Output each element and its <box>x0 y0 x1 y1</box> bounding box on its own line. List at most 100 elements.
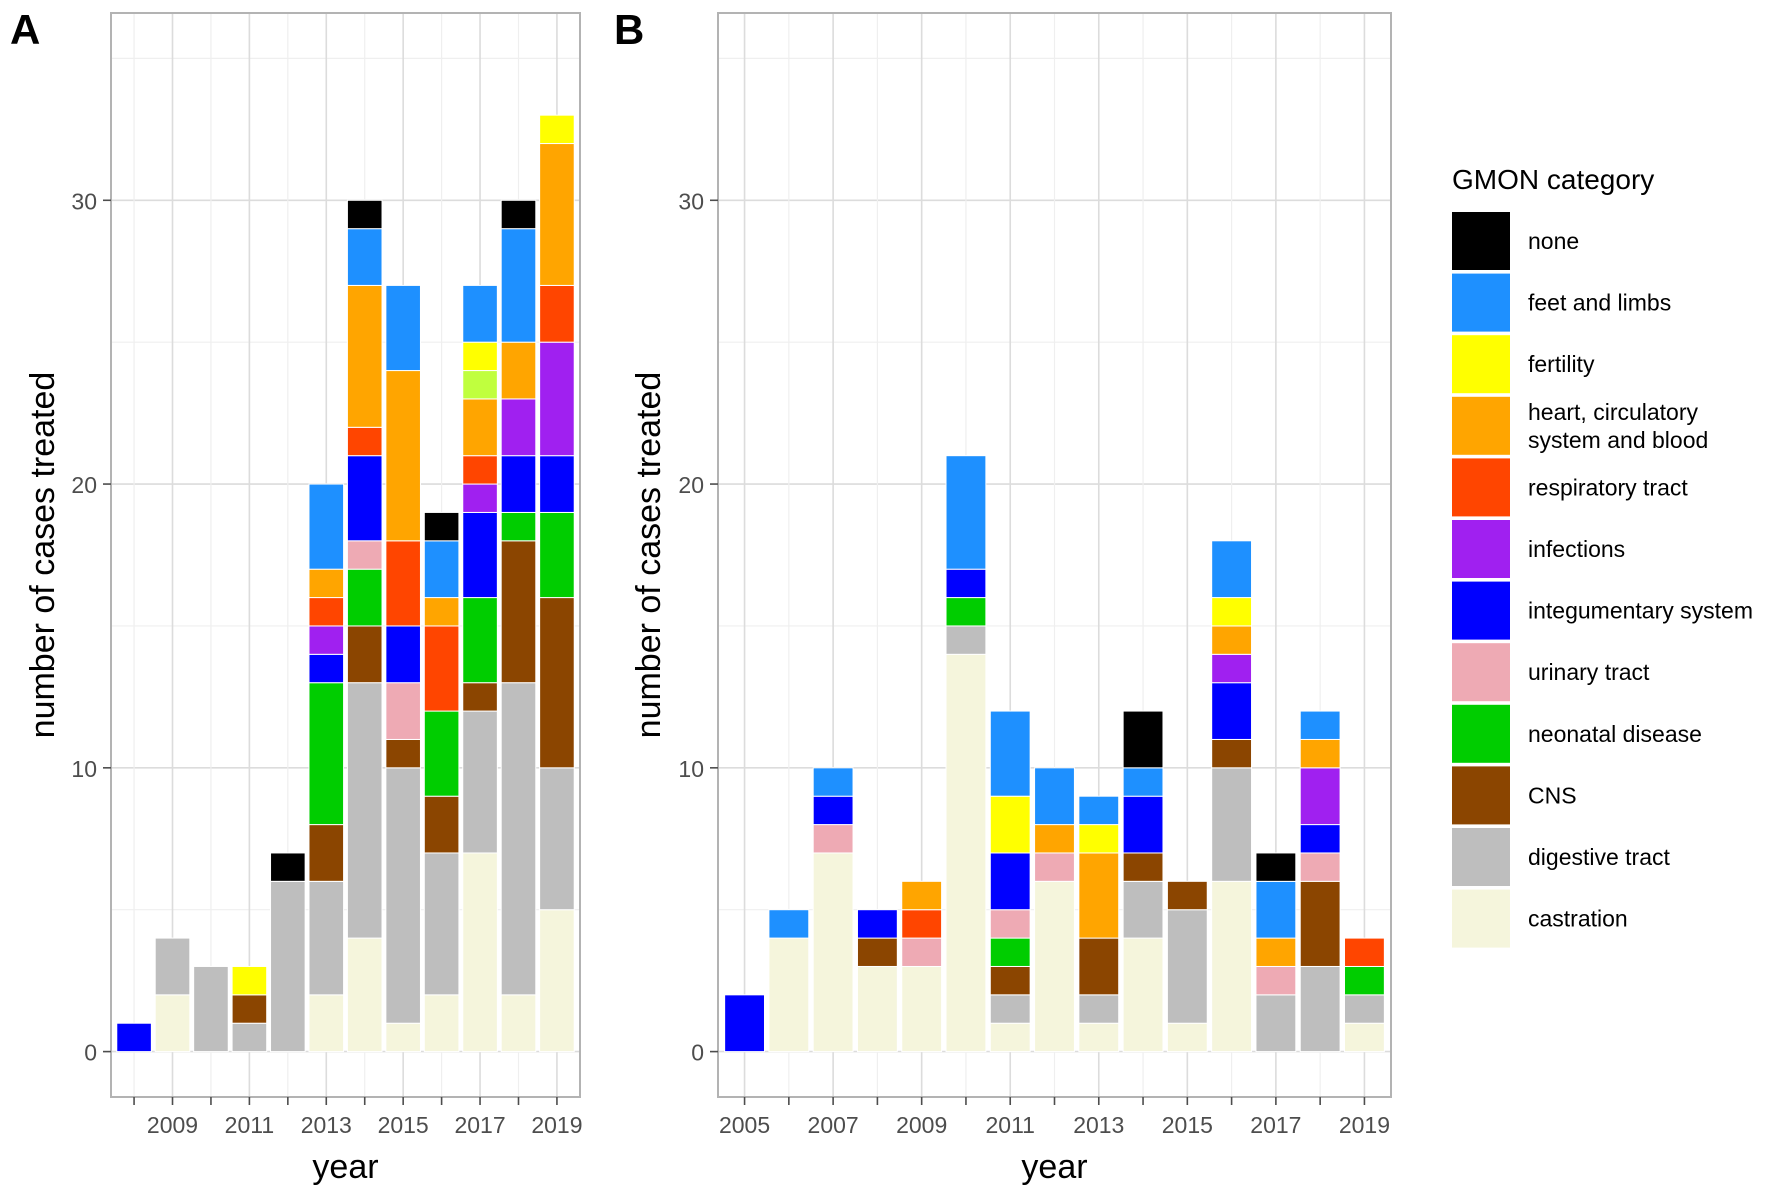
bar-segment-2013-feet <box>308 483 345 570</box>
bar-segment-2008-castration <box>856 965 898 1053</box>
bar-segment-2019-digestive <box>1344 994 1385 1024</box>
bar-segment-2017-feet <box>462 284 498 343</box>
bar-segment-2008-cns <box>856 937 898 967</box>
legend-label-feet: feet and limbs <box>1528 290 1671 316</box>
bar-segment-2015-heart <box>385 370 421 542</box>
bar-segment-2014-cns <box>346 625 383 684</box>
bar-segment-2013-castration <box>1078 1022 1120 1053</box>
bar-segment-2016-resp <box>423 625 460 712</box>
bar-segment-2016-digestive <box>1211 767 1253 882</box>
bar-segment-2019-integ <box>539 455 575 513</box>
bar-segment-2016-integ <box>1211 682 1253 740</box>
bar-segment-2011-cns <box>989 965 1031 996</box>
bar-segment-2007-castration <box>812 852 854 1053</box>
bar-segment-2016-heart <box>1211 625 1253 655</box>
x-tick-label: 2017 <box>454 1112 505 1138</box>
bar-segment-2013-resp <box>308 597 345 627</box>
x-tick-label: 2007 <box>808 1112 859 1138</box>
panel-b-axes: 0 10 20 30 2005 2007 2009 2011 2013 2015 2017 2019 <box>678 188 1390 1138</box>
bar-segment-2015-digestive <box>385 767 421 1024</box>
bar-segment-2007-urinary <box>812 824 854 854</box>
x-tick-label: 2013 <box>1073 1112 1124 1138</box>
legend-swatch-infections <box>1452 520 1510 578</box>
bar-segment-2012-urinary <box>1034 852 1075 882</box>
bar-segment-2015-integ <box>385 625 421 684</box>
panel-a-bars <box>116 114 575 1053</box>
bar-segment-2013-heart <box>1078 852 1120 939</box>
bar-segment-2011-feet <box>989 710 1031 797</box>
legend-swatch-fertility <box>1452 335 1510 394</box>
x-tick-label: 2011 <box>985 1112 1034 1138</box>
legend: GMON category none feet and limbs fertilit… <box>1452 164 1753 948</box>
bar-segment-2018-infections <box>500 398 537 457</box>
bar-segment-2011-neonatal <box>989 937 1031 967</box>
bar-segment-2018-castration <box>500 994 537 1053</box>
bar-segment-2019-heart <box>539 143 575 286</box>
bar-segment-2011-castration <box>989 1022 1031 1053</box>
bar-segment-2013-heart <box>308 568 345 599</box>
bar-segment-2014-urinary <box>346 540 383 570</box>
legend-swatch-heart <box>1452 396 1510 455</box>
bar-segment-2019-fertility <box>539 114 575 145</box>
bar-segment-2017-heart <box>462 398 498 457</box>
x-tick-label: 2005 <box>719 1112 770 1138</box>
x-tick-label: 2015 <box>378 1112 429 1138</box>
bar-segment-2013-neonatal <box>308 682 345 826</box>
bar-segment-2016-neonatal <box>423 710 460 797</box>
bar-segment-2012-heart <box>1034 824 1075 854</box>
panel-b-letter: B <box>614 6 644 53</box>
bar-segment-2015-urinary <box>385 682 421 740</box>
bar-segment-2010-neonatal <box>945 597 987 627</box>
bar-segment-2010-digestive <box>193 965 229 1053</box>
bar-segment-2016-none <box>423 511 460 542</box>
bar-segment-2014-integ <box>1122 795 1164 854</box>
bar-segment-2018-integ <box>500 455 537 513</box>
legend-label-urinary: urinary tract <box>1528 659 1650 685</box>
y-tick-label: 0 <box>691 1040 704 1066</box>
bar-segment-2016-feet <box>423 540 460 599</box>
bar-segment-2013-fertility <box>1078 824 1120 854</box>
bar-segment-2017-integ <box>462 511 498 599</box>
bar-segment-2011-fertility <box>231 965 268 996</box>
bar-segment-2016-cns <box>1211 738 1253 769</box>
x-tick-label: 2017 <box>1250 1112 1301 1138</box>
bar-segment-2015-resp <box>385 540 421 627</box>
bar-segment-2019-resp <box>1344 937 1385 967</box>
bar-segment-2007-integ <box>812 795 854 826</box>
bar-segment-2009-castration <box>901 965 943 1053</box>
panel-a-x-axis-title: year <box>312 1148 378 1186</box>
bar-segment-2011-urinary <box>989 909 1031 939</box>
bar-segment-2019-castration <box>1344 1022 1385 1053</box>
bar-segment-2014-integ <box>346 455 383 542</box>
legend-swatch-castration <box>1452 889 1510 948</box>
bar-segment-2012-castration <box>1034 880 1075 1053</box>
bar-segment-2018-heart <box>1299 738 1341 769</box>
bar-segment-2019-neonatal <box>1344 965 1385 996</box>
panel-a-chart: A 0 10 20 30 2009 2011 2013 2015 2017 2019 year n… <box>10 6 583 1186</box>
bar-segment-2015-castration <box>1166 1022 1208 1053</box>
bar-segment-2015-castration <box>385 1022 421 1053</box>
bar-segment-2017-neonatal <box>462 597 498 684</box>
bar-segment-2016-feet <box>1211 540 1253 599</box>
bar-segment-2017-infections <box>462 483 498 513</box>
panel-a-letter: A <box>10 6 40 53</box>
bar-segment-2018-feet <box>1299 710 1341 740</box>
bar-segment-2009-castration <box>154 994 191 1053</box>
legend-label-none: none <box>1528 228 1579 254</box>
bar-segment-2012-feet <box>1034 767 1075 826</box>
y-tick-label: 20 <box>71 472 97 498</box>
bar-segment-2018-digestive <box>500 682 537 996</box>
bar-segment-2015-feet <box>385 284 421 372</box>
legend-swatch-cns <box>1452 766 1510 825</box>
legend-label-infections: infections <box>1528 536 1625 562</box>
panel-b-chart: B 0 10 20 30 2005 2007 2009 2011 2013 2015 2017 201… <box>614 6 1392 1186</box>
legend-swatch-integ <box>1452 581 1510 640</box>
bar-segment-2017-fertility <box>462 341 498 372</box>
bar-segment-2018-infections <box>1299 767 1341 826</box>
bar-segment-2017-none <box>1255 852 1297 882</box>
y-tick-label: 10 <box>71 756 97 782</box>
legend-items: none feet and limbs fertility heart, circul… <box>1452 212 1753 948</box>
bar-segment-2006-castration <box>768 937 810 1053</box>
bar-segment-2018-cns <box>500 540 537 684</box>
bar-segment-2011-fertility <box>989 795 1031 854</box>
